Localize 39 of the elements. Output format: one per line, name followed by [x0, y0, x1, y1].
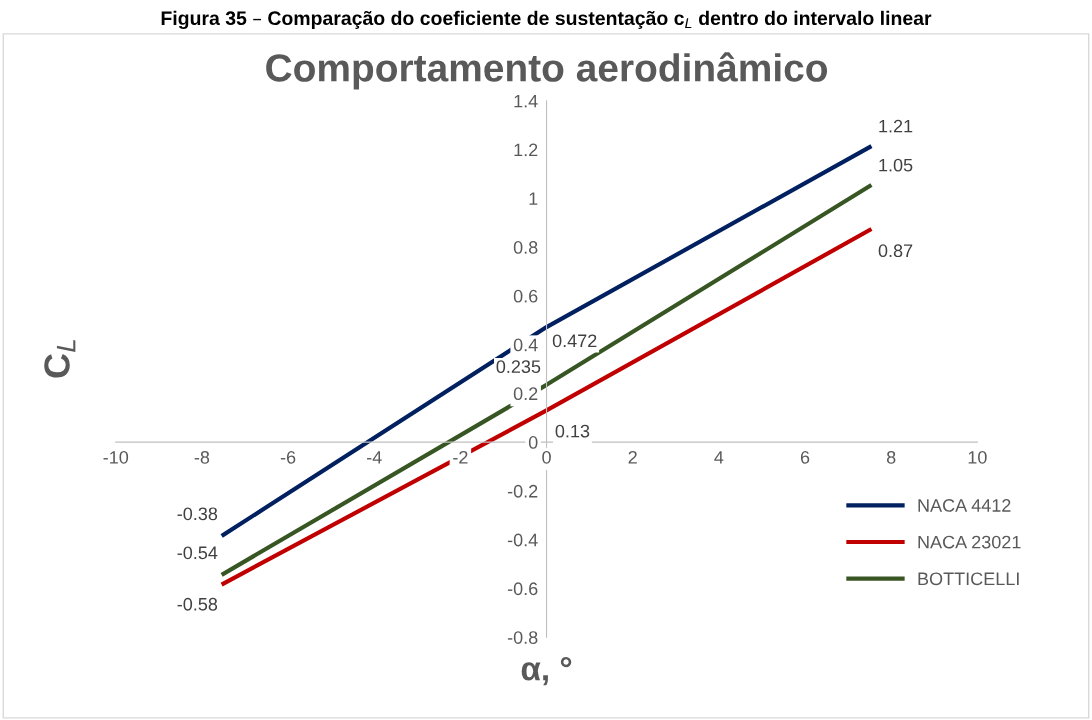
- data-label: 0.472: [552, 334, 597, 348]
- data-label: 0.235: [496, 360, 541, 374]
- data-label: -0.38: [177, 507, 218, 521]
- x-tick-label: -8: [194, 450, 210, 464]
- y-tick-label: -0.6: [507, 582, 538, 596]
- y-tick-label: 0.2: [513, 387, 538, 401]
- data-label: -0.54: [177, 546, 218, 560]
- y-tick-label: -0.8: [507, 631, 538, 644]
- x-tick-label: 8: [886, 450, 896, 464]
- text: Figura 35 – Comparação do coeficiente de sustentação c$_{L}$ dentro do intervalo linear: [161, 10, 932, 30]
- x-tick-label: -6: [280, 450, 296, 464]
- y-tick-label: 1.2: [514, 143, 538, 157]
- y-tick-label: -0.4: [507, 533, 538, 547]
- x-tick-label: 6: [800, 450, 810, 464]
- legend-label: BOTTICELLI: [918, 572, 1019, 586]
- y-tick-label: 0: [528, 436, 538, 449]
- data-label: 0.13: [555, 424, 590, 438]
- chart-title: Comportamento aerodinâmico: [266, 52, 828, 90]
- y-tick-label: -0.2: [507, 484, 538, 498]
- x-tick-label: 0: [542, 450, 551, 464]
- x-tick-label: 2: [628, 450, 637, 464]
- legend-label: NACA 23021: [918, 535, 1021, 549]
- y-axis-title: C$_{L}$: [44, 340, 76, 378]
- y-tick-label: 0.4: [513, 338, 538, 352]
- data-label: 1.05: [879, 158, 913, 172]
- data-label: 1.21: [879, 119, 913, 133]
- x-axis-title: α, °: [521, 656, 572, 686]
- x-tick-label: 10: [968, 450, 987, 464]
- y-tick-label: 0.8: [513, 241, 538, 254]
- y-tick-label: 1.4: [514, 94, 538, 108]
- data-label: -0.58: [177, 597, 218, 611]
- x-tick-label: 4: [714, 451, 724, 464]
- y-tick-label: 1: [529, 192, 538, 205]
- legend-label: NACA 4412: [918, 499, 1011, 512]
- y-tick-label: 0.6: [513, 289, 538, 303]
- x-tick-label: -10: [103, 450, 129, 464]
- x-tick-label: -4: [367, 451, 382, 464]
- x-tick-label: -2: [453, 450, 468, 464]
- data-label: 0.87: [878, 244, 913, 258]
